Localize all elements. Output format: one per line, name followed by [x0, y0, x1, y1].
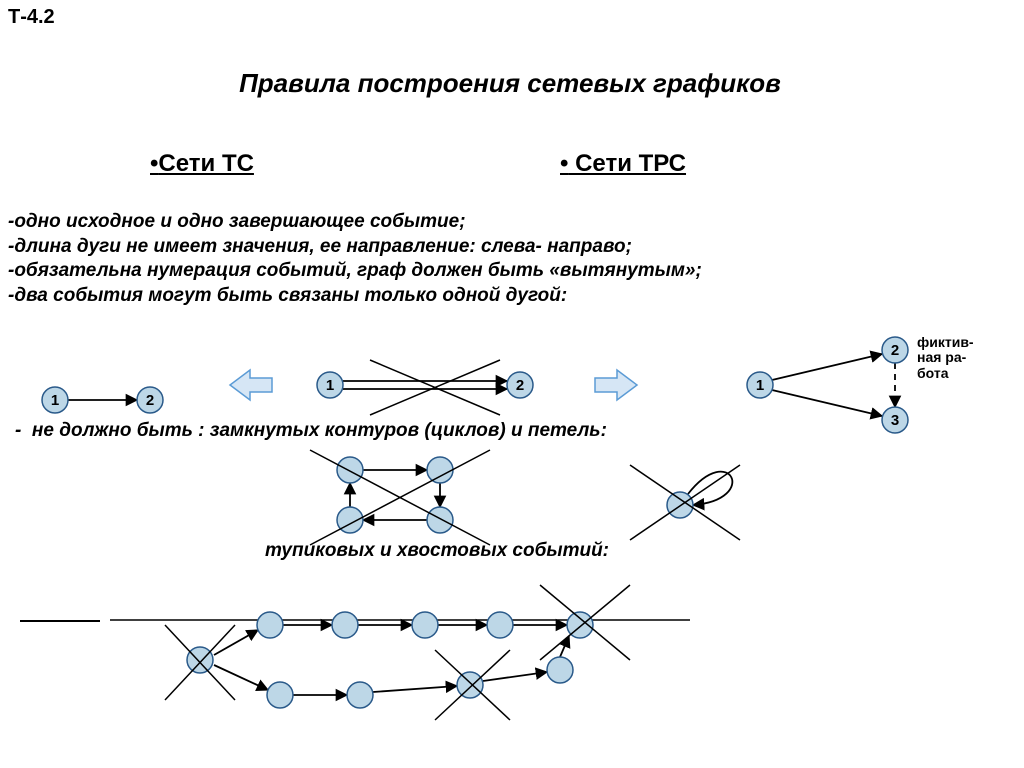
- svg-text:2: 2: [516, 377, 524, 394]
- svg-text:2: 2: [146, 392, 154, 409]
- diagram-fictive: 1 2 3: [747, 337, 908, 433]
- diagram-loop: [630, 465, 740, 540]
- svg-text:1: 1: [756, 377, 764, 394]
- diagram-deadend: [110, 585, 690, 720]
- block-arrow-left: [230, 370, 272, 400]
- block-arrow-right: [595, 370, 637, 400]
- diagram-simple: 12: [42, 387, 163, 413]
- svg-text:1: 1: [51, 392, 59, 409]
- svg-text:2: 2: [891, 342, 899, 359]
- diagram-cycle: [310, 450, 490, 545]
- svg-text:1: 1: [326, 377, 334, 394]
- diagram-double-crossed: 12: [317, 360, 533, 415]
- diagrams-canvas: 1212123: [0, 0, 1024, 768]
- svg-text:3: 3: [891, 412, 899, 429]
